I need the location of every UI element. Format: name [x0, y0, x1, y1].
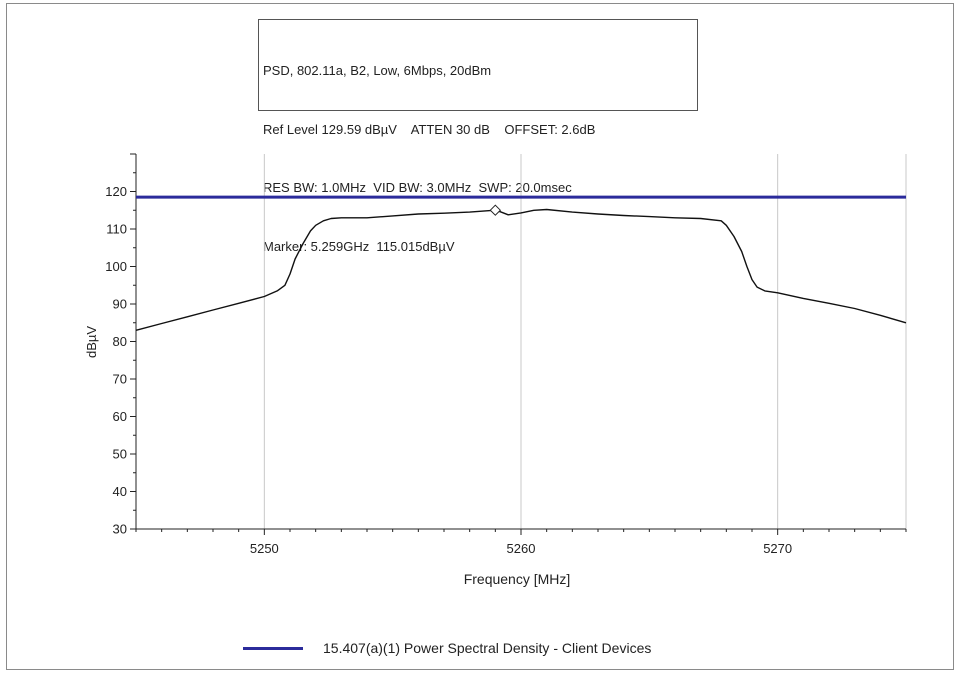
- y-tick-label: 70: [113, 372, 127, 387]
- x-tick-label: 5250: [250, 541, 279, 556]
- x-tick-label: 5270: [763, 541, 792, 556]
- x-axis-label: Frequency [MHz]: [464, 571, 571, 587]
- y-tick-label: 50: [113, 447, 127, 462]
- series-layer: [135, 208, 907, 331]
- legend: 15.407(a)(1) Power Spectral Density - Cl…: [243, 638, 651, 658]
- psd-trace-line: [135, 208, 907, 331]
- x-tick-label: 5260: [507, 541, 536, 556]
- y-tick-label: 80: [113, 334, 127, 349]
- chart-frame: [6, 3, 954, 670]
- legend-swatch-limit-line: [243, 646, 303, 650]
- y-tick-label: 40: [113, 484, 127, 499]
- info-line-bandwidth: RES BW: 1.0MHz VID BW: 3.0MHz SWP: 20.0m…: [263, 180, 572, 195]
- legend-label-limit-line: 15.407(a)(1) Power Spectral Density - Cl…: [323, 640, 652, 656]
- measurement-info-box: PSD, 802.11a, B2, Low, 6Mbps, 20dBm Ref …: [258, 19, 698, 254]
- axis-ticks: 30 40 50 60 70 80 90 100 110 120 5250 5260 5270: [105, 153, 907, 556]
- info-line-title: PSD, 802.11a, B2, Low, 6Mbps, 20dBm: [263, 63, 492, 78]
- marker-diamond: [489, 204, 502, 216]
- y-tick-label: 30: [113, 522, 127, 537]
- info-line-ref-level: Ref Level 129.59 dBµV ATTEN 30 dB OFFSET…: [263, 121, 596, 137]
- y-axis-label: dBµV: [84, 326, 99, 358]
- marker-layer: [489, 204, 502, 216]
- y-tick-label: 110: [106, 222, 127, 237]
- y-tick-label: 120: [105, 184, 127, 199]
- grid-lines: [263, 154, 907, 529]
- info-line-marker: Marker: 5.259GHz 115.015dBµV: [263, 238, 455, 254]
- y-tick-label: 60: [113, 409, 127, 424]
- y-tick-label: 90: [113, 297, 127, 312]
- y-tick-label: 100: [105, 259, 127, 274]
